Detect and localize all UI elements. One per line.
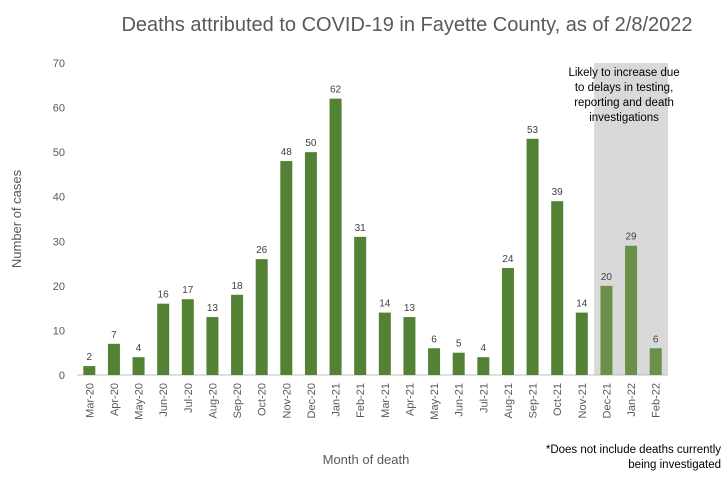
bar: [83, 366, 96, 375]
x-tick-label: May-20: [134, 383, 146, 420]
data-label: 13: [404, 303, 416, 314]
x-tick-label: Apr-20: [109, 383, 121, 416]
data-label: 2: [87, 352, 93, 363]
y-tick-label: 50: [53, 147, 65, 159]
data-label: 18: [232, 281, 244, 292]
bar: [575, 312, 588, 375]
data-label: 7: [111, 330, 117, 341]
x-tick-label: Jun-21: [454, 383, 466, 417]
highlight-note-line: reporting and death: [574, 97, 674, 109]
y-tick-label: 30: [53, 236, 65, 248]
x-tick-label: Aug-20: [207, 383, 219, 418]
x-tick-label: Dec-20: [306, 383, 318, 418]
x-tick-label: Jan-21: [331, 383, 343, 417]
x-tick-label: Sep-20: [232, 383, 244, 418]
bar: [157, 303, 170, 375]
x-tick-label: Jul-21: [478, 383, 490, 413]
data-label: 26: [256, 245, 268, 256]
bar: [132, 357, 145, 375]
y-tick-label: 10: [53, 325, 65, 337]
x-tick-label: Mar-21: [380, 383, 392, 418]
data-label: 62: [330, 85, 342, 96]
x-tick-label: Feb-21: [355, 383, 367, 418]
bar: [477, 357, 490, 375]
x-tick-label: Sep-21: [528, 383, 540, 418]
bar: [378, 312, 391, 375]
bar: [231, 294, 244, 375]
x-tick-label: Jan-22: [626, 383, 638, 417]
bar: [181, 299, 194, 375]
data-label: 29: [626, 232, 638, 243]
chart-title: Deaths attributed to COVID-19 in Fayette…: [121, 14, 692, 36]
x-tick-label: Oct-20: [257, 383, 269, 416]
x-tick-label: Apr-21: [404, 383, 416, 416]
x-tick-label: Dec-21: [601, 383, 613, 418]
bar: [501, 268, 514, 375]
bar: [329, 98, 342, 376]
data-label: 20: [601, 272, 613, 283]
x-tick-label: Jul-20: [183, 383, 195, 413]
y-tick-label: 70: [53, 58, 65, 70]
bar: [304, 152, 317, 375]
x-tick-label: Aug-21: [503, 383, 515, 418]
highlight-note-line: Likely to increase due: [568, 67, 679, 79]
data-label: 13: [207, 303, 219, 314]
data-label: 31: [355, 223, 367, 234]
data-label: 14: [576, 299, 588, 310]
highlight-note-line: to delays in testing,: [575, 82, 673, 94]
data-label: 5: [456, 339, 462, 350]
x-tick-label: Feb-22: [651, 383, 663, 418]
x-tick-label: Mar-20: [84, 383, 96, 418]
bar: [428, 348, 441, 375]
data-label: 4: [136, 343, 142, 354]
data-label: 50: [305, 138, 317, 149]
bar: [354, 236, 367, 375]
y-tick-label: 20: [53, 281, 65, 293]
bar: [280, 161, 293, 375]
bar: [600, 285, 613, 375]
y-tick-label: 0: [59, 370, 65, 382]
bar: [625, 245, 638, 375]
bar: [206, 317, 219, 375]
bar: [649, 348, 662, 375]
data-label: 14: [379, 299, 391, 310]
bar: [551, 201, 564, 375]
y-tick-label: 60: [53, 103, 65, 115]
x-tick-label: Nov-20: [281, 383, 293, 418]
data-label: 6: [431, 334, 437, 345]
footnote-line: being investigated: [628, 459, 721, 471]
x-tick-label: Oct-21: [552, 383, 564, 416]
bar: [452, 352, 465, 375]
data-label: 17: [182, 285, 194, 296]
data-label: 4: [481, 343, 487, 354]
data-label: 24: [502, 254, 514, 265]
y-axis-title: Number of cases: [9, 169, 24, 268]
data-label: 6: [653, 334, 659, 345]
bar: [403, 317, 416, 375]
y-tick-label: 40: [53, 192, 65, 204]
x-tick-label: May-21: [429, 383, 441, 420]
footnote-line: *Does not include deaths currently: [546, 444, 721, 456]
x-tick-label: Jun-20: [158, 383, 170, 417]
bar: [526, 138, 539, 375]
x-axis-title: Month of death: [323, 452, 410, 467]
x-tick-label: Nov-21: [577, 383, 589, 418]
bar: [255, 259, 268, 375]
highlight-note-line: investigations: [589, 112, 659, 124]
bar: [107, 343, 120, 375]
data-label: 48: [281, 147, 293, 158]
data-label: 53: [527, 125, 539, 136]
data-label: 39: [552, 187, 564, 198]
data-label: 16: [158, 290, 170, 301]
